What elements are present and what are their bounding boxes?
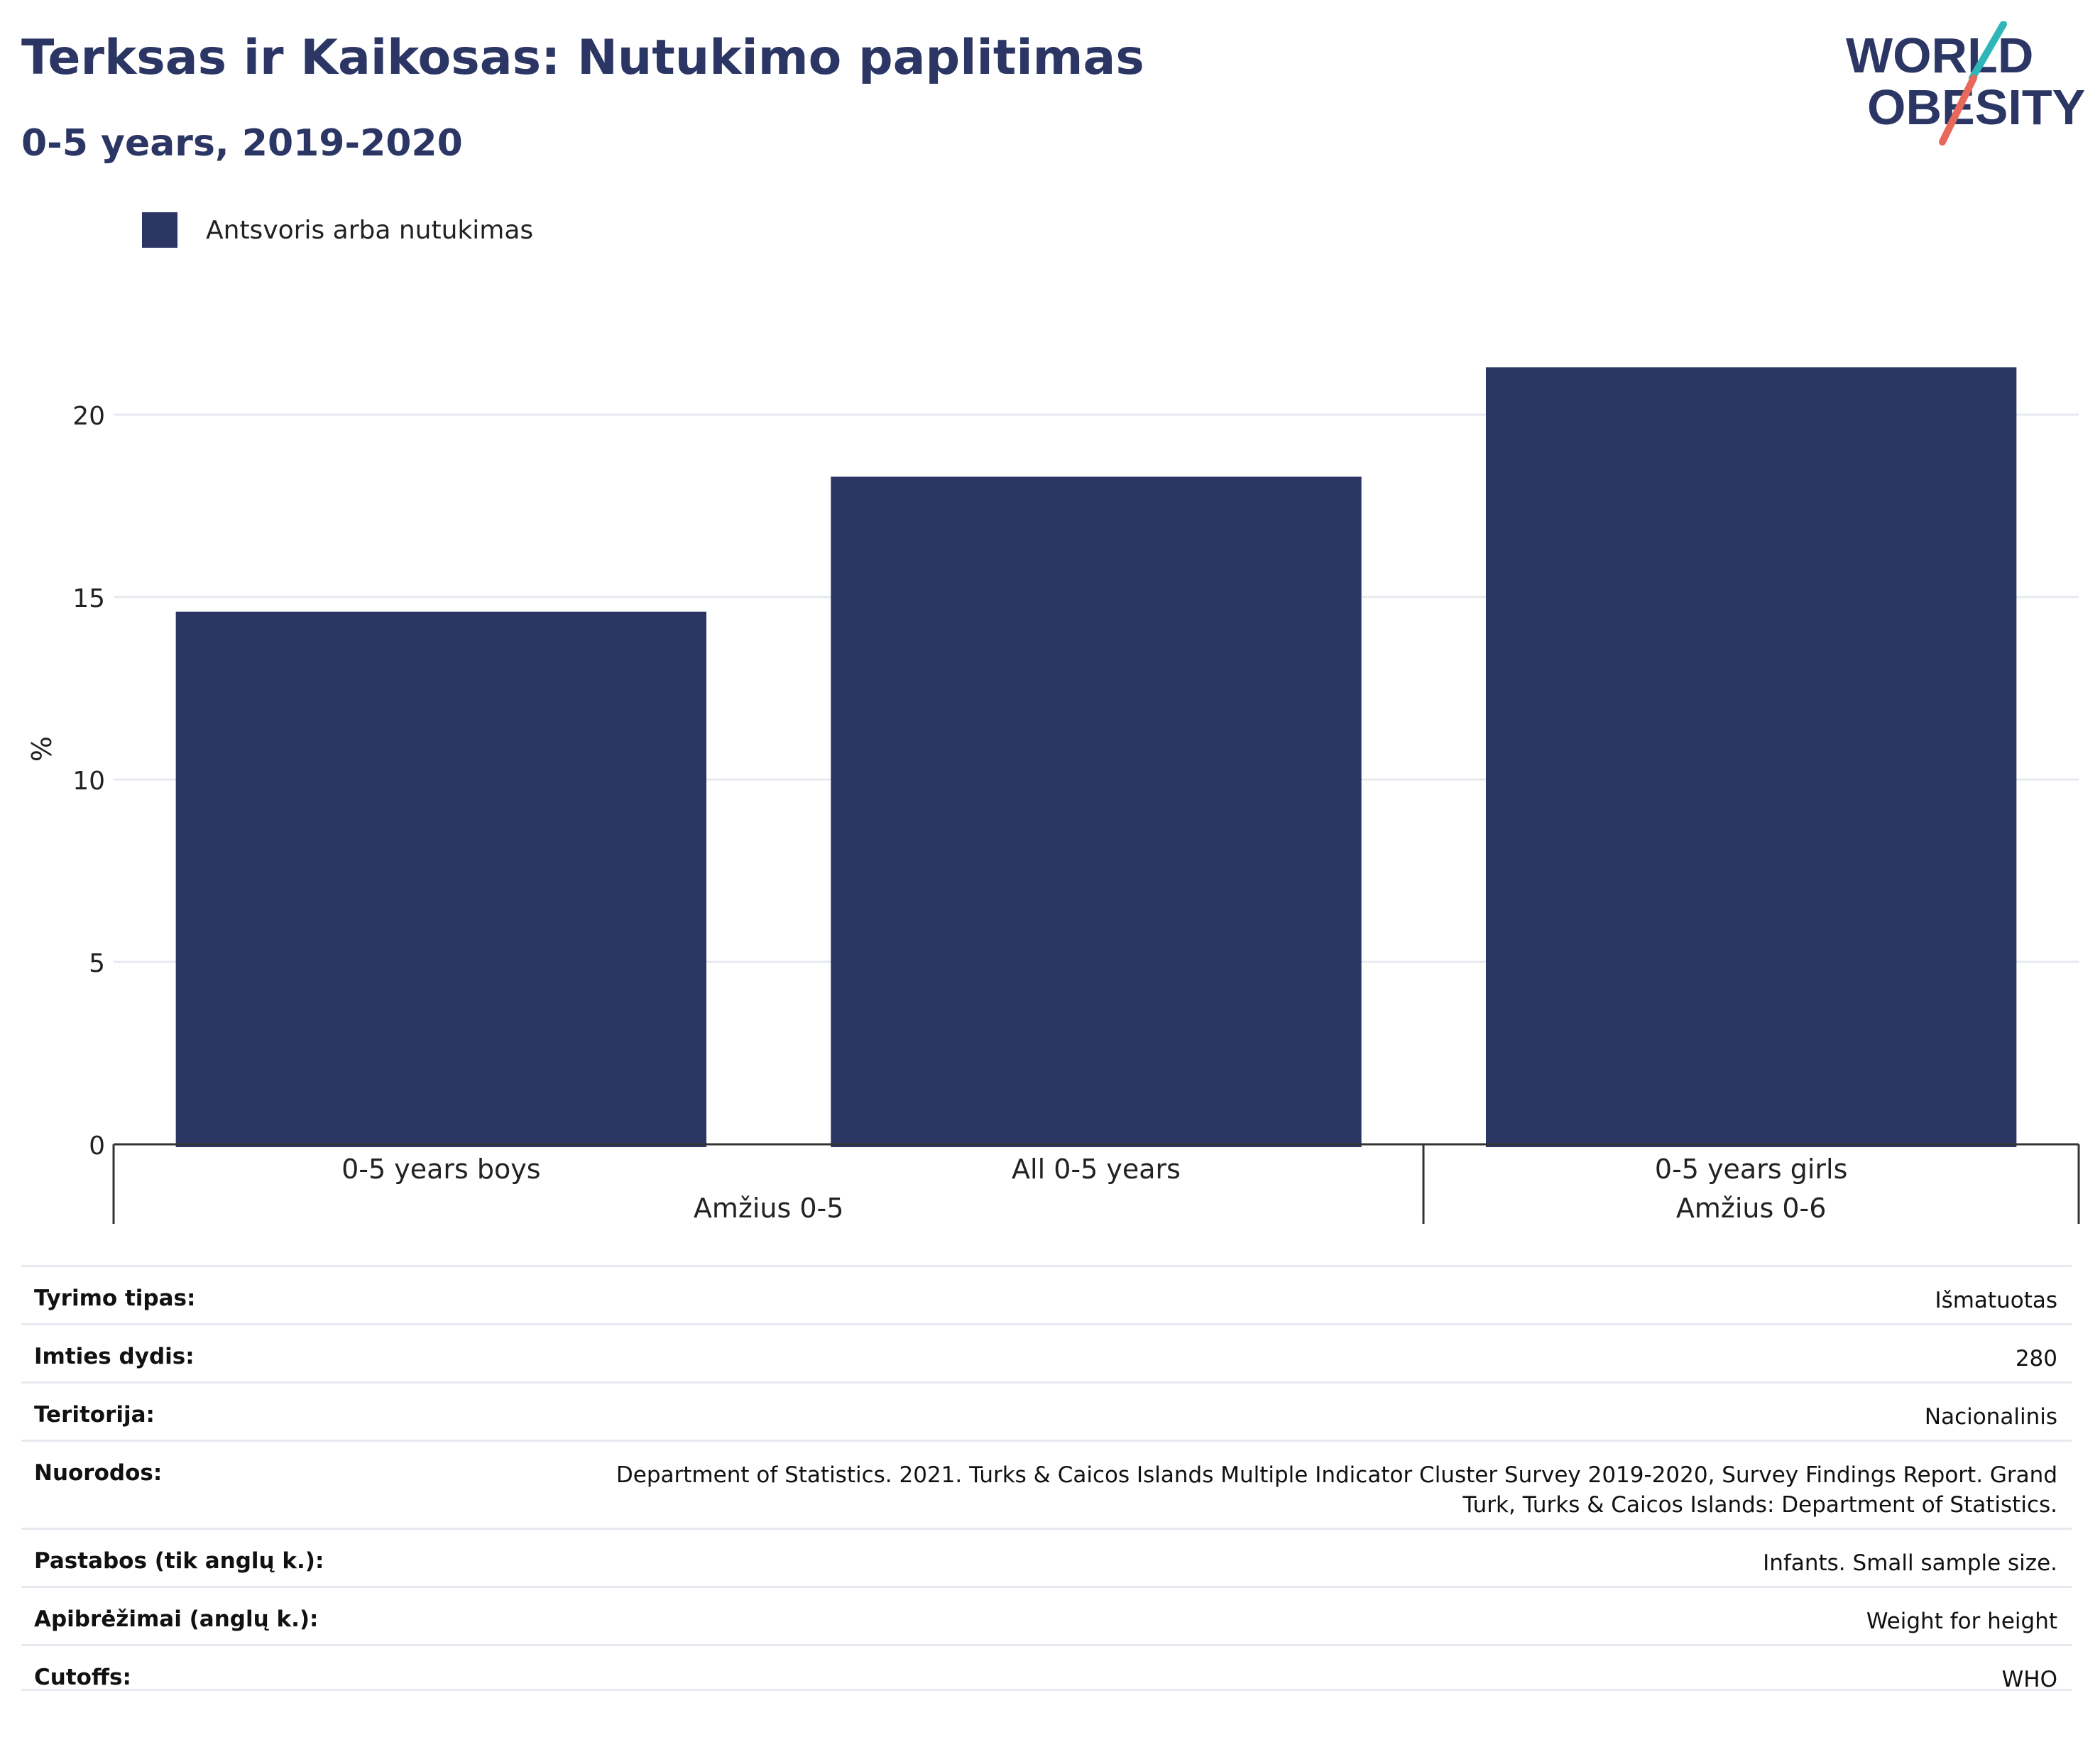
metadata-key: Apibrėžimai (anglų k.): xyxy=(34,1606,319,1632)
x-tick-label: All 0-5 years xyxy=(1012,1154,1181,1185)
logo-line-1: WORLD xyxy=(1846,28,2033,83)
bar xyxy=(1485,367,2017,1147)
y-tick-label: 15 xyxy=(72,584,105,613)
legend-swatch xyxy=(142,212,177,248)
y-tick-label: 10 xyxy=(72,767,105,796)
metadata-row: Tyrimo tipas: Išmatuotas xyxy=(21,1265,2072,1323)
metadata-table: Tyrimo tipas: Išmatuotas Imties dydis: 280 T… xyxy=(21,1265,2072,1692)
chart-title: Terksas ir Kaikosas: Nutukimo paplitimas xyxy=(21,30,1144,86)
x-tick-label: 0-5 years girls xyxy=(1655,1154,1847,1185)
y-tick-label: 20 xyxy=(72,402,105,431)
metadata-value: 280 xyxy=(2015,1346,2057,1371)
metadata-value: Nacionalinis xyxy=(1924,1404,2057,1430)
y-tick-label: 5 xyxy=(89,949,105,978)
bar xyxy=(831,476,1362,1147)
metadata-row: Cutoffs: WHO xyxy=(21,1644,2072,1692)
metadata-row: Imties dydis: 280 xyxy=(21,1323,2072,1381)
metadata-row: Teritorija: Nacionalinis xyxy=(21,1381,2072,1440)
metadata-key: Cutoffs: xyxy=(34,1665,131,1690)
metadata-value: Department of Statistics. 2021. Turks & … xyxy=(616,1462,2057,1518)
y-tick-label: 0 xyxy=(89,1132,105,1161)
x-tick-label: 0-5 years boys xyxy=(341,1154,540,1185)
metadata-row: Nuorodos: Department of Statistics. 2021.… xyxy=(21,1440,2072,1528)
logo-slash-coral xyxy=(1939,75,1977,146)
metadata-key: Tyrimo tipas: xyxy=(34,1286,196,1311)
bar-chart: 0 5 10 15 20% 0-5 years boys All 0-5 years 0-5 … xyxy=(26,367,2080,1224)
logo-line-2: OBESITY xyxy=(1867,80,2085,135)
x-group-label: Amžius 0-5 xyxy=(694,1193,844,1224)
logo-slash-teal xyxy=(1969,21,2007,82)
metadata-value: Weight for height xyxy=(1866,1609,2057,1634)
metadata-key: Imties dydis: xyxy=(34,1344,195,1369)
metadata-key: Teritorija: xyxy=(34,1402,155,1428)
metadata-row: Apibrėžimai (anglų k.): Weight for height xyxy=(21,1586,2072,1644)
legend-label: Antsvoris arba nutukimas xyxy=(206,215,534,245)
x-group-label: Amžius 0-6 xyxy=(1676,1193,1827,1224)
metadata-key: Nuorodos: xyxy=(34,1460,163,1486)
bar xyxy=(175,611,707,1147)
metadata-row: Pastabos (tik anglų k.): Infants. Small s… xyxy=(21,1528,2072,1586)
y-axis-label: % xyxy=(26,736,58,762)
world-obesity-logo: WORLD OBESITY xyxy=(1846,21,2085,146)
legend: Antsvoris arba nutukimas xyxy=(142,210,533,250)
metadata-value: Infants. Small sample size. xyxy=(1763,1550,2057,1576)
metadata-key: Pastabos (tik anglų k.): xyxy=(34,1548,324,1574)
metadata-value: WHO xyxy=(2001,1667,2057,1692)
chart-subtitle: 0-5 years, 2019-2020 xyxy=(21,122,463,165)
metadata-value: Išmatuotas xyxy=(1935,1288,2057,1313)
